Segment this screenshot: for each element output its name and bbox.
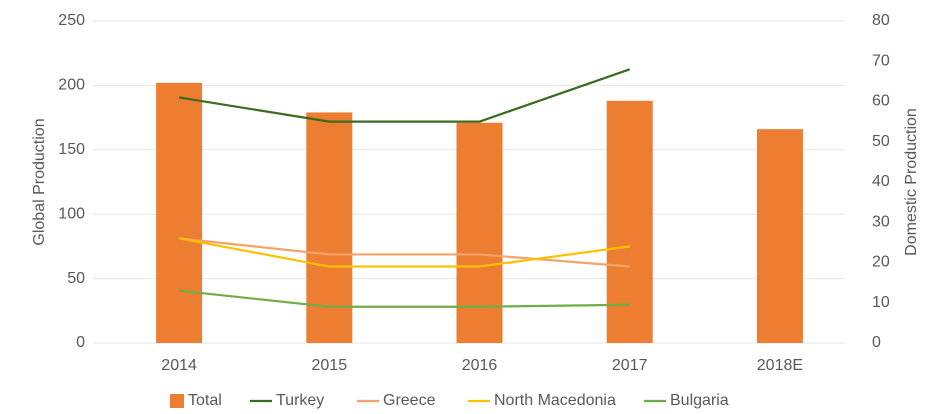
line <box>178 68 631 123</box>
y2-tick-label: 10 <box>872 294 890 311</box>
x-tick-label: 2017 <box>612 357 648 374</box>
y-axis-label: Global Production <box>31 118 48 245</box>
y2-tick-label: 0 <box>872 334 881 351</box>
y-tick-label: 0 <box>76 334 85 351</box>
legend-label: Turkey <box>276 392 324 409</box>
y2-tick-label: 70 <box>872 52 890 69</box>
line <box>178 237 630 268</box>
legend-label: North Macedonia <box>494 392 616 409</box>
y2-tick-label: 20 <box>872 254 890 271</box>
line <box>178 289 630 308</box>
bar <box>756 129 803 343</box>
y2-tick-label: 60 <box>872 93 890 110</box>
y2-tick-label: 40 <box>872 173 890 190</box>
legend-label: Total <box>188 392 222 409</box>
bar <box>156 82 203 343</box>
legend-swatch <box>170 394 184 408</box>
x-tick-label: 2015 <box>312 357 348 374</box>
y2-tick-label: 30 <box>872 213 890 230</box>
y2-tick-label: 80 <box>872 12 890 29</box>
y2-axis-label: Domestic Production <box>903 108 920 256</box>
line <box>178 237 630 268</box>
y-tick-label: 150 <box>58 141 85 158</box>
y-tick-label: 250 <box>58 12 85 29</box>
bar <box>456 122 503 343</box>
legend-label: Greece <box>383 392 436 409</box>
legend-label: Bulgaria <box>670 392 729 409</box>
bar <box>606 100 653 343</box>
x-tick-label: 2016 <box>462 357 498 374</box>
x-tick-label: 2018E <box>757 357 803 374</box>
x-tick-label: 2014 <box>161 357 197 374</box>
y-tick-label: 200 <box>58 77 85 94</box>
bar <box>306 112 353 343</box>
y-tick-label: 50 <box>67 270 85 287</box>
y-tick-label: 100 <box>58 205 85 222</box>
y2-tick-label: 50 <box>872 133 890 150</box>
